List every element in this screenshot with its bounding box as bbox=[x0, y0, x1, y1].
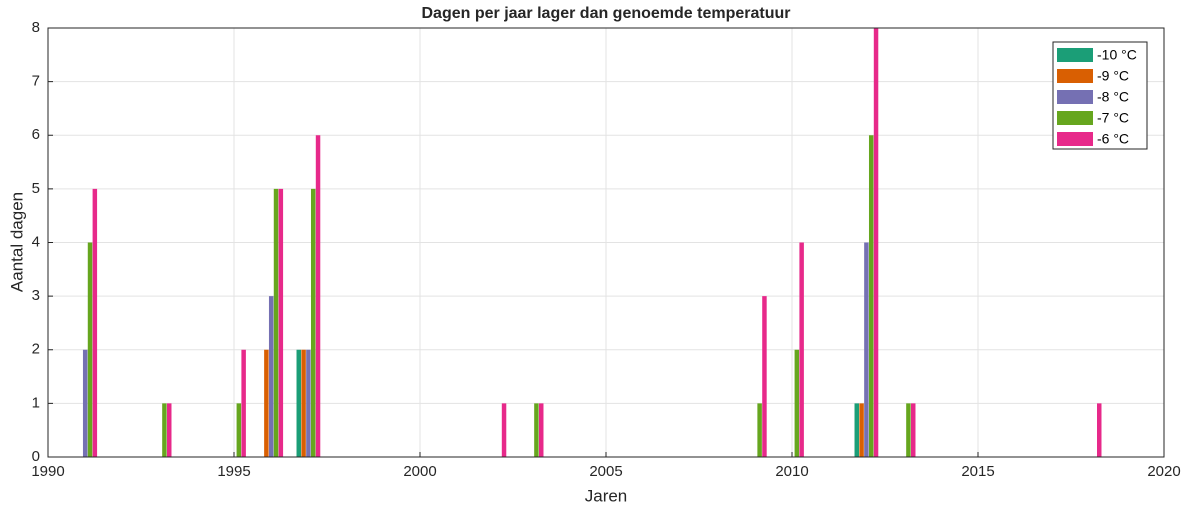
y-tick-label: 7 bbox=[32, 73, 40, 90]
y-tick-label: 0 bbox=[32, 448, 40, 465]
bar bbox=[268, 296, 274, 457]
bar bbox=[501, 403, 507, 457]
y-tick-label: 8 bbox=[32, 19, 40, 36]
bar bbox=[873, 28, 879, 457]
bar bbox=[911, 403, 916, 457]
bar bbox=[264, 349, 269, 457]
bar bbox=[757, 403, 762, 457]
x-tick-label: 2005 bbox=[589, 463, 622, 480]
bar bbox=[92, 188, 98, 457]
legend-swatch bbox=[1057, 111, 1093, 125]
plot-frame bbox=[47, 27, 1165, 458]
y-tick-label: 1 bbox=[32, 394, 40, 411]
bar bbox=[306, 349, 311, 457]
y-tick-label: 2 bbox=[32, 341, 40, 358]
bar bbox=[539, 403, 544, 457]
y-tick-label: 3 bbox=[32, 287, 40, 304]
bar bbox=[534, 403, 539, 457]
bar bbox=[236, 403, 242, 457]
bar bbox=[864, 242, 869, 457]
bar bbox=[301, 349, 306, 457]
x-tick-label: 2020 bbox=[1147, 463, 1180, 480]
bar bbox=[859, 403, 864, 457]
bar bbox=[799, 242, 804, 457]
bar bbox=[762, 296, 767, 457]
legend-label: -8 °C bbox=[1097, 89, 1129, 105]
x-tick-label: 2000 bbox=[403, 463, 436, 480]
chart-title: Dagen per jaar lager dan genoemde temper… bbox=[422, 5, 791, 22]
legend-swatch bbox=[1057, 69, 1093, 83]
legend-label: -10 °C bbox=[1097, 47, 1137, 63]
bar bbox=[162, 403, 167, 457]
x-tick-label: 2015 bbox=[961, 463, 994, 480]
y-tick-label: 5 bbox=[32, 180, 40, 197]
legend-swatch bbox=[1057, 48, 1093, 62]
bar bbox=[315, 135, 321, 457]
y-tick-label: 6 bbox=[32, 126, 40, 143]
bar bbox=[273, 188, 279, 457]
legend-label: -9 °C bbox=[1097, 68, 1129, 84]
bar bbox=[87, 242, 93, 457]
x-tick-label: 1995 bbox=[217, 463, 250, 480]
bar bbox=[906, 403, 911, 457]
legend-swatch bbox=[1057, 90, 1093, 104]
y-tick-label: 4 bbox=[32, 233, 40, 250]
legend-label: -7 °C bbox=[1097, 110, 1129, 126]
bar bbox=[794, 349, 800, 457]
bar bbox=[868, 135, 874, 457]
bar bbox=[854, 403, 859, 457]
bar bbox=[310, 188, 316, 457]
x-tick-label: 2010 bbox=[775, 463, 808, 480]
legend-swatch bbox=[1057, 132, 1093, 146]
bar bbox=[167, 403, 172, 457]
bar bbox=[296, 349, 301, 457]
legend: -10 °C -9 °C -8 °C -7 °C -6 °C bbox=[1052, 41, 1148, 150]
x-axis-label: Jaren bbox=[585, 486, 628, 505]
x-tick-label: 1990 bbox=[31, 463, 64, 480]
bar bbox=[241, 349, 246, 457]
legend-label: -6 °C bbox=[1097, 131, 1129, 147]
bar bbox=[278, 188, 284, 457]
y-axis-label: Aantal dagen bbox=[7, 192, 26, 292]
bar bbox=[1097, 403, 1102, 457]
bar bbox=[82, 349, 88, 457]
